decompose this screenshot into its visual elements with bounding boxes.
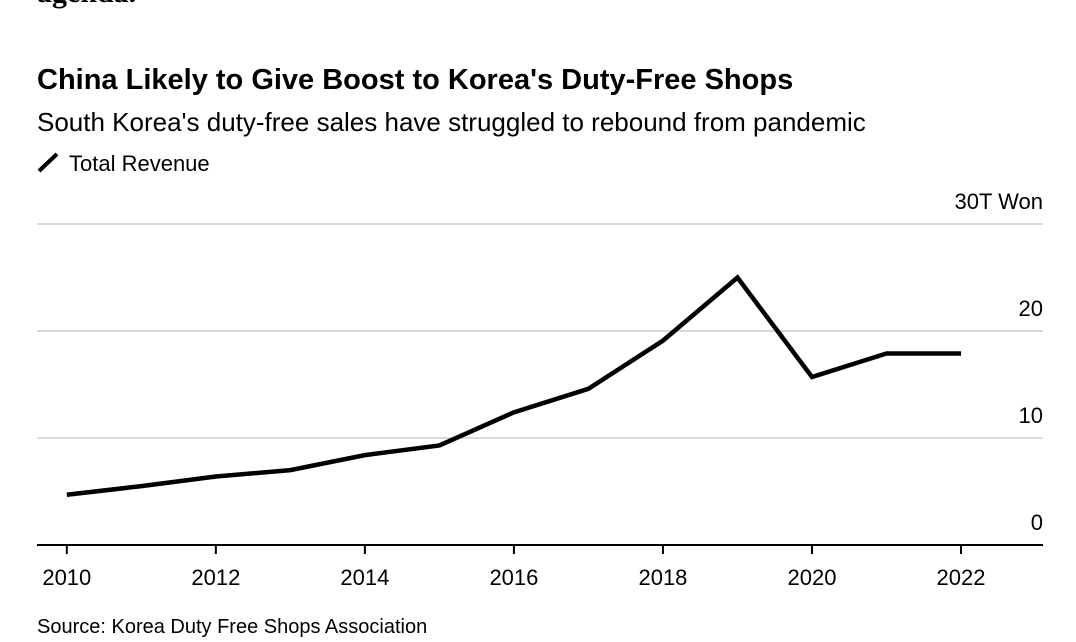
y-tick-label: 10 xyxy=(1019,403,1043,428)
article-fragment: agenda. xyxy=(37,0,136,9)
x-tick-label: 2018 xyxy=(638,565,687,590)
source-note: Source: Korea Duty Free Shops Associatio… xyxy=(37,616,427,638)
x-tick-label: 2022 xyxy=(937,565,986,590)
chart-title: China Likely to Give Boost to Korea's Du… xyxy=(37,64,793,96)
y-tick-label: 20 xyxy=(1019,296,1043,321)
x-tick-label: 2010 xyxy=(42,565,91,590)
x-tick-label: 2012 xyxy=(191,565,240,590)
x-tick-label: 2016 xyxy=(489,565,538,590)
x-tick-label: 2014 xyxy=(340,565,389,590)
y-tick-label: 0 xyxy=(1031,510,1043,535)
y-tick-label: 30T Won xyxy=(955,189,1043,214)
series-line xyxy=(66,274,962,497)
legend-swatch xyxy=(37,152,59,173)
chart-subtitle: South Korea's duty-free sales have strug… xyxy=(37,107,866,137)
legend-label: Total Revenue xyxy=(69,151,210,176)
x-tick-label: 2020 xyxy=(788,565,837,590)
